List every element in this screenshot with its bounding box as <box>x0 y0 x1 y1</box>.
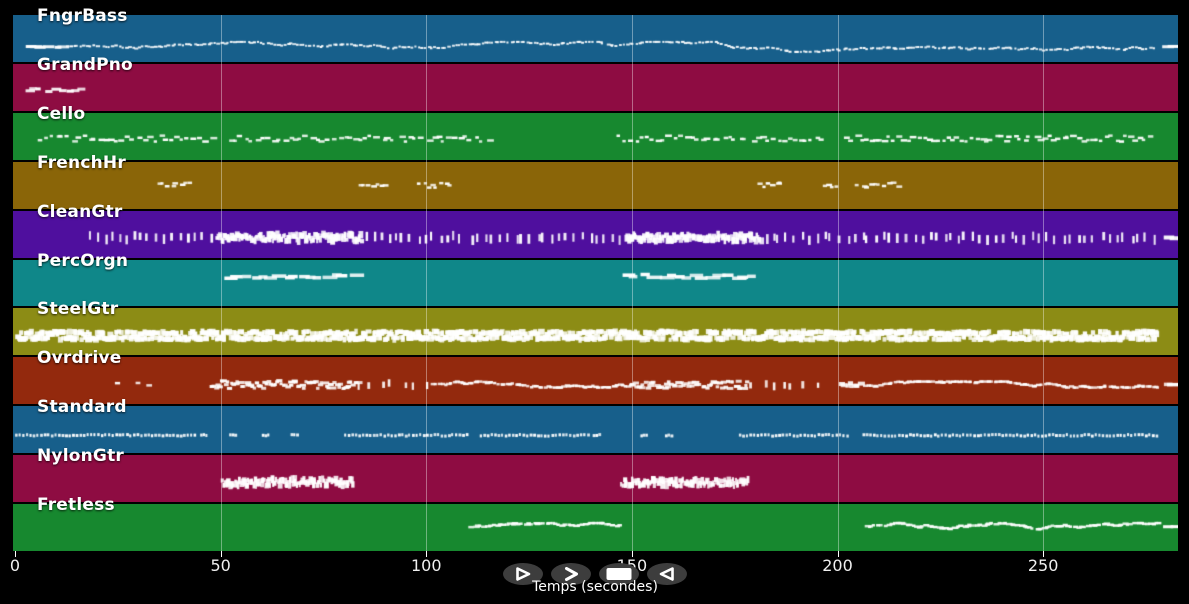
stop-button[interactable] <box>599 563 639 585</box>
axis-tick <box>631 551 633 557</box>
fast-forward-button[interactable] <box>551 563 591 585</box>
axis-tick-label: 200 <box>822 556 853 575</box>
rewind-button[interactable] <box>647 563 687 585</box>
play-button[interactable] <box>503 563 543 585</box>
axis-tick-label: 100 <box>410 556 442 575</box>
play-icon <box>516 567 531 581</box>
axis-tick <box>15 551 16 557</box>
axis-tick-label: 0 <box>9 556 21 575</box>
axis-tick <box>426 551 428 557</box>
axis-tick <box>220 551 222 557</box>
axis-tick <box>1043 551 1045 557</box>
notes-canvas <box>13 15 1178 551</box>
track-timeline: FngrBass GrandPno Cello FrenchHr CleanGt… <box>13 7 1178 551</box>
axis-title: Temps (secondes) <box>532 579 658 595</box>
axis-tick-label: 250 <box>1027 556 1059 575</box>
axis-tick <box>837 551 839 557</box>
axis-tick-label: 50 <box>210 556 231 575</box>
fast-forward-icon <box>565 567 578 581</box>
rewind-icon <box>659 567 674 581</box>
stop-icon <box>606 568 632 580</box>
